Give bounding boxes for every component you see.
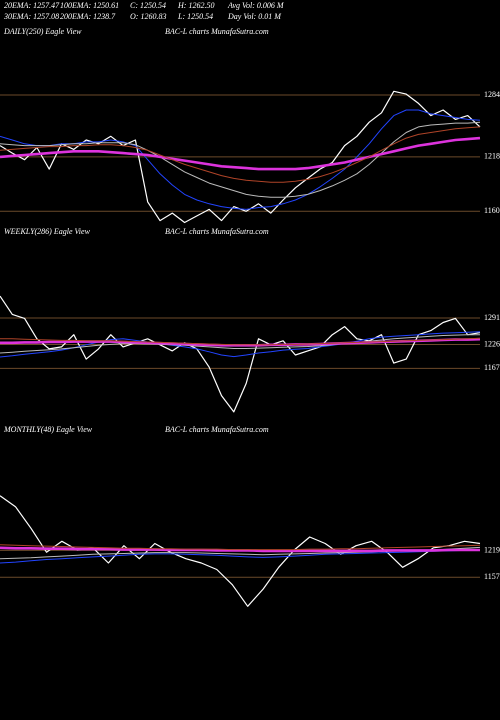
y-tick-label: 1167 [484,363,500,372]
panel-subtitle: BAC-L charts MunafaSutra.com [165,227,269,236]
panel-title: WEEKLY(286) Eagle View [4,227,91,236]
header-stat: Day Vol: 0.01 M [227,12,282,21]
header-stat: L: 1250.54 [177,12,213,21]
y-tick-label: 1226 [484,339,500,348]
series-line [0,334,480,354]
series-line [0,544,481,551]
y-tick-label: 1284 [484,90,500,99]
header-stat: H: 1262.50 [177,1,214,10]
series-line [0,126,481,183]
series-line [0,546,480,553]
y-tick-label: 1291 [484,313,500,322]
header-stat: 20EMA: 1257.47 [4,1,60,10]
panel-subtitle: BAC-L charts MunafaSutra.com [165,425,269,434]
panel-title: DAILY(250) Eagle View [3,27,82,36]
header-stat: 200EMA: 1238.7 [60,12,116,21]
series-line [0,109,481,210]
y-tick-label: 1219 [484,545,500,554]
header-stat: 100EMA: 1250.61 [60,1,119,10]
series-line [0,121,481,198]
y-tick-label: 1218 [484,152,500,161]
panel-subtitle: BAC-L charts MunafaSutra.com [165,27,269,36]
series-line [0,136,481,171]
series-line [0,337,481,346]
header-stat: 30EMA: 1257.08 [3,12,59,21]
series-line [0,549,481,564]
y-tick-label: 1160 [484,206,500,215]
y-tick-label: 1157 [484,572,500,581]
header-stat: Avg Vol: 0.006 M [227,1,285,10]
series-line [0,331,481,358]
header-stat: O: 1260.83 [130,12,166,21]
header-stat: C: 1250.54 [130,1,166,10]
panel-title: MONTHLY(48) Eagle View [3,425,93,434]
